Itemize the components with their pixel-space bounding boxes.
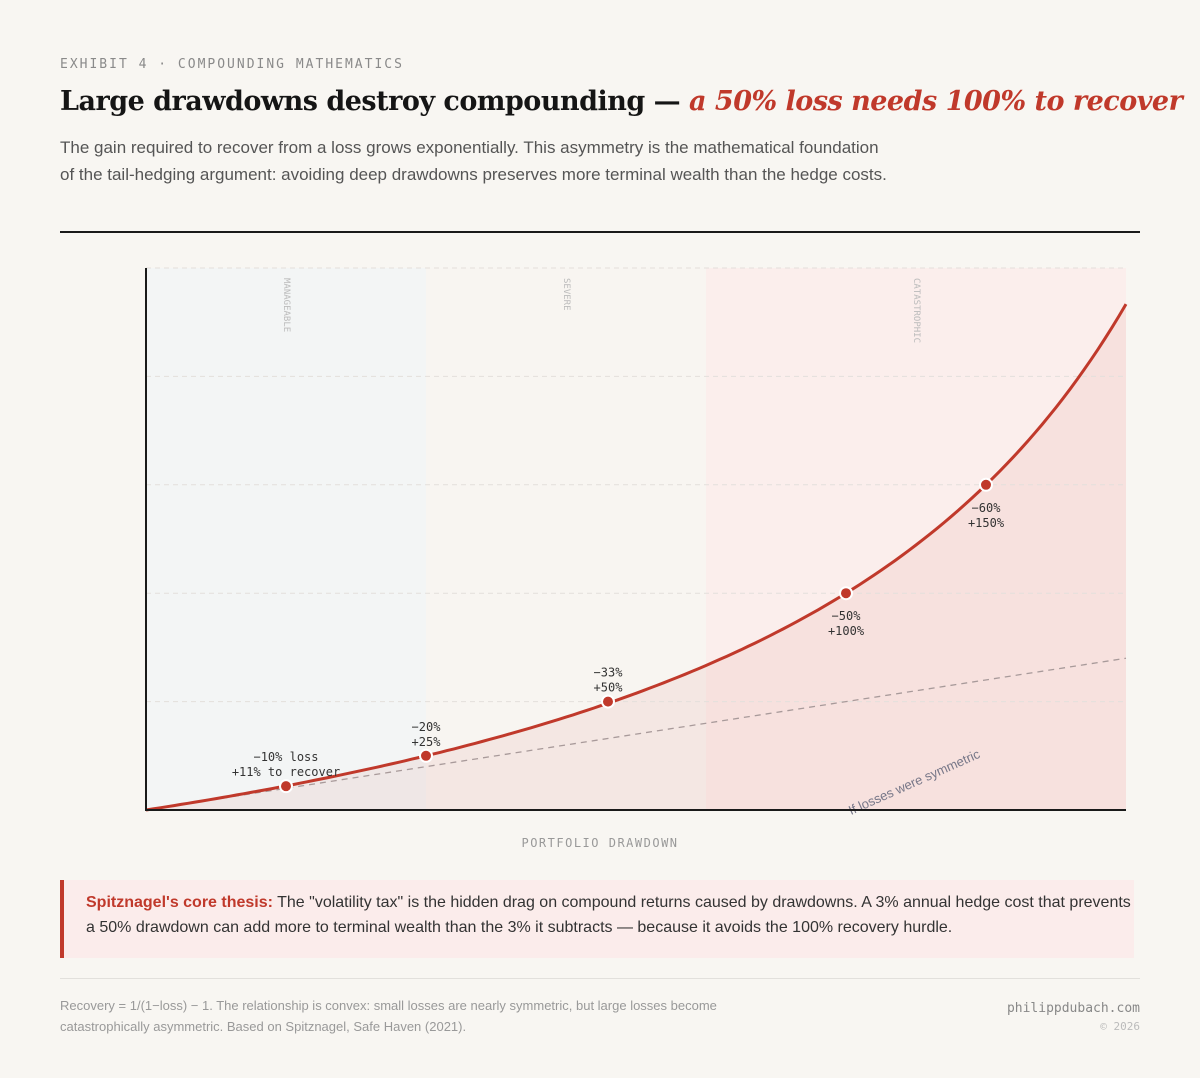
zone-label: CATASTROPHIC [911,278,921,343]
zone-label: MANAGEABLE [281,278,291,332]
footer-divider [60,978,1140,979]
data-point-label: −60% [972,501,1002,515]
zone-band [146,268,426,810]
header-divider [60,231,1140,233]
zone-band [426,268,706,810]
data-point-label: −50% [832,609,862,623]
copyright: © 2026 [1100,1020,1140,1033]
data-point [839,586,853,601]
data-point-label: −33% [594,666,624,680]
data-point-label: −20% [412,720,442,734]
area-under-curve [146,304,1126,810]
data-point-label: +25% [412,735,442,749]
chart-title: Large drawdowns destroy compounding — a … [60,86,1183,117]
callout-text: The "volatility tax" is the hidden drag … [86,894,1131,936]
data-point [601,694,615,709]
exhibit-eyebrow: EXHIBIT 4 · COMPOUNDING MATHEMATICS [60,57,404,72]
data-point [979,477,993,492]
zone-band [706,268,1126,810]
data-point [419,748,433,763]
data-point-label: +150% [968,516,1005,530]
x-axis-label: PORTFOLIO DRAWDOWN [521,836,679,850]
title-accent: a 50% loss needs 100% to recover [689,86,1183,117]
zone-label: SEVERE [561,278,571,311]
data-point-label: +50% [594,681,624,695]
data-point [279,779,293,794]
footer-note: Recovery = 1/(1−loss) − 1. The relations… [60,998,717,1034]
thesis-callout: Spitznagel's core thesis: The "volatilit… [60,880,1134,958]
data-point-label: +100% [828,624,865,638]
symmetric-line [145,657,1127,811]
callout-lead: Spitznagel's core thesis: [86,894,273,911]
data-point-label: −10% loss [253,750,318,764]
site-link[interactable]: philippdubach.com [1006,1001,1140,1016]
title-main: Large drawdowns destroy compounding — [60,86,690,117]
recovery-curve [145,303,1128,812]
data-point-label: +11% to recover [232,765,340,779]
chart-subtitle: The gain required to recover from a loss… [60,138,887,184]
